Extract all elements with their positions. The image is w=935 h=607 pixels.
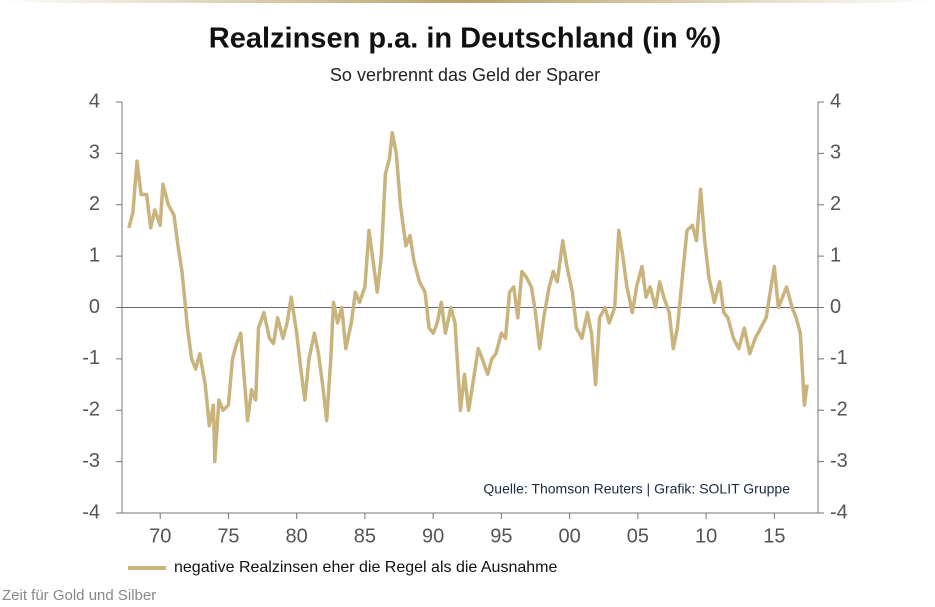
x-tick-label: 85 bbox=[354, 525, 376, 547]
y2-tick-label: 2 bbox=[830, 193, 841, 215]
x-tick-label: 75 bbox=[217, 525, 239, 547]
y2-tick-label: -1 bbox=[830, 347, 848, 369]
y2-tick-label: 3 bbox=[830, 142, 841, 164]
y2-tick-label: 0 bbox=[830, 296, 841, 318]
x-tick-label: 05 bbox=[627, 525, 649, 547]
footer: Zeit für Gold und Silber bbox=[2, 587, 156, 604]
source-note: Quelle: Thomson Reuters | Grafik: SOLIT … bbox=[483, 481, 790, 497]
data-line bbox=[127, 131, 809, 464]
y-tick-label: -3 bbox=[82, 450, 100, 472]
y2-tick-label: -3 bbox=[830, 450, 848, 472]
x-tick-label: 00 bbox=[558, 525, 580, 547]
y2-tick-label: -2 bbox=[830, 399, 848, 421]
y-tick-label: 0 bbox=[89, 296, 100, 318]
x-tick-label: 15 bbox=[763, 525, 785, 547]
x-tick-label: 95 bbox=[490, 525, 512, 547]
legend-label: negative Realzinsen eher die Regel als d… bbox=[174, 559, 557, 576]
chart-subtitle: So verbrennt das Geld der Sparer bbox=[330, 65, 600, 85]
x-tick-label: 70 bbox=[149, 525, 171, 547]
y-tick-label: -2 bbox=[82, 399, 100, 421]
x-tick-label: 90 bbox=[422, 525, 444, 547]
y2-tick-label: -4 bbox=[830, 501, 848, 523]
y2-tick-label: 1 bbox=[830, 244, 841, 266]
y-tick-label: -4 bbox=[82, 501, 100, 523]
x-tick-label: 10 bbox=[695, 525, 717, 547]
y-tick-label: 2 bbox=[89, 193, 100, 215]
chart-title: Realzinsen p.a. in Deutschland (in %) bbox=[209, 23, 721, 55]
y-tick-label: 1 bbox=[89, 244, 100, 266]
y-tick-label: 4 bbox=[89, 90, 100, 112]
top-border bbox=[0, 0, 935, 3]
x-tick-label: 80 bbox=[286, 525, 308, 547]
y2-tick-label: 4 bbox=[830, 90, 841, 112]
y-tick-label: -1 bbox=[82, 347, 100, 369]
y-tick-label: 3 bbox=[89, 142, 100, 164]
